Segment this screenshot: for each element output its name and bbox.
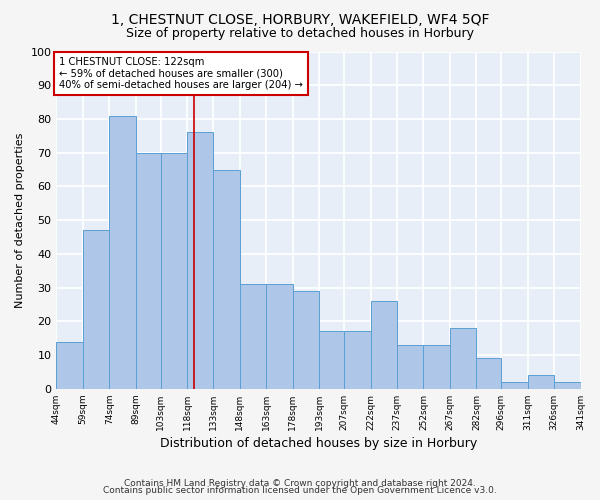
Bar <box>56 342 83 389</box>
Text: Size of property relative to detached houses in Horbury: Size of property relative to detached ho… <box>126 28 474 40</box>
Bar <box>476 358 501 389</box>
Text: 1 CHESTNUT CLOSE: 122sqm
← 59% of detached houses are smaller (300)
40% of semi-: 1 CHESTNUT CLOSE: 122sqm ← 59% of detach… <box>59 56 303 90</box>
Bar <box>527 376 554 389</box>
Y-axis label: Number of detached properties: Number of detached properties <box>15 132 25 308</box>
Bar <box>109 116 136 389</box>
Text: 1, CHESTNUT CLOSE, HORBURY, WAKEFIELD, WF4 5QF: 1, CHESTNUT CLOSE, HORBURY, WAKEFIELD, W… <box>111 12 489 26</box>
Bar <box>161 152 187 389</box>
Bar <box>554 382 581 389</box>
Bar <box>501 382 527 389</box>
Bar <box>240 284 266 389</box>
Bar <box>293 291 319 389</box>
Bar <box>344 332 371 389</box>
Bar <box>83 230 109 389</box>
Bar <box>397 345 424 389</box>
Bar <box>371 301 397 389</box>
Bar <box>136 152 161 389</box>
X-axis label: Distribution of detached houses by size in Horbury: Distribution of detached houses by size … <box>160 437 477 450</box>
Bar <box>450 328 476 389</box>
Text: Contains HM Land Registry data © Crown copyright and database right 2024.: Contains HM Land Registry data © Crown c… <box>124 478 476 488</box>
Text: Contains public sector information licensed under the Open Government Licence v3: Contains public sector information licen… <box>103 486 497 495</box>
Bar <box>187 132 214 389</box>
Bar <box>424 345 450 389</box>
Bar <box>319 332 344 389</box>
Bar <box>214 170 240 389</box>
Bar <box>266 284 293 389</box>
